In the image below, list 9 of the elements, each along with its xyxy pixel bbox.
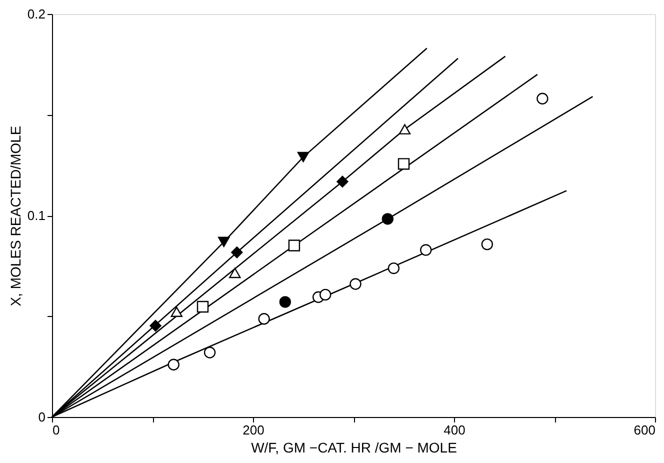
x-axis-title: W/F, GM −CAT. HR /GM − MOLE [251, 440, 457, 456]
y-tick-label: 0.1 [27, 208, 46, 223]
x-tick-label: 600 [634, 422, 656, 438]
x-tick-label: 400 [444, 422, 466, 438]
y-tick-label: 0 [38, 410, 46, 424]
x-tick-label: 0 [52, 422, 60, 438]
y-axis-title: X, MOLES REACTED/MOLE [7, 126, 24, 306]
x-tick-label: 200 [242, 422, 264, 438]
y-tick-label: 0.2 [27, 6, 46, 22]
